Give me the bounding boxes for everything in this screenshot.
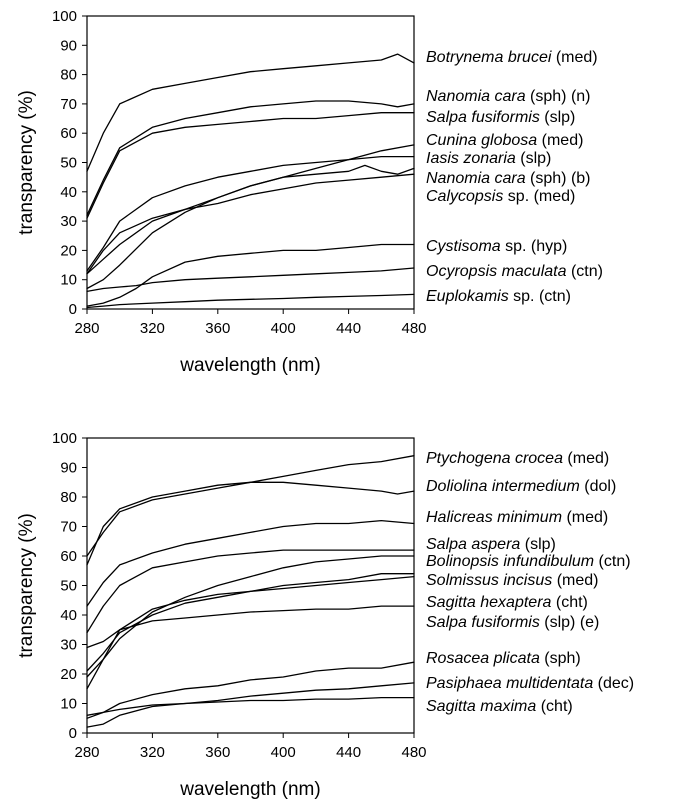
y-tick-label: 10: [60, 272, 77, 289]
y-tick-label: 90: [60, 460, 77, 477]
series-line: [86, 112, 415, 219]
x-tick-label: 360: [205, 320, 230, 337]
x-axis-label: wavelength (nm): [179, 779, 320, 800]
series-line: [86, 100, 415, 216]
series-label: Salpa fusiformis (slp): [426, 109, 575, 126]
series-label: Nanomia cara (sph) (n): [426, 88, 591, 105]
series-line: [86, 696, 415, 716]
series-label: Salpa aspera (slp): [426, 536, 556, 553]
series-label: Pasiphaea multidentata (dec): [426, 675, 634, 692]
y-tick-label: 80: [60, 489, 77, 506]
x-tick-label: 400: [271, 744, 296, 761]
series-label: Halicreas minimum (med): [426, 509, 608, 526]
y-tick-label: 40: [60, 607, 77, 624]
series-label: Bolinopsis infundibulum (ctn): [426, 553, 631, 570]
y-tick-label: 20: [60, 666, 77, 683]
y-tick-label: 20: [60, 242, 77, 259]
series-label: Calycopsis sp. (med): [426, 188, 575, 205]
series-label: Ocyropsis maculata (ctn): [426, 263, 603, 280]
y-tick-label: 40: [60, 184, 77, 201]
series-line: [86, 481, 415, 566]
y-tick-label: 90: [60, 37, 77, 54]
x-axis-label: wavelength (nm): [179, 355, 320, 376]
x-tick-label: 320: [140, 744, 165, 761]
x-tick-label: 280: [74, 744, 99, 761]
series-label: Ptychogena crocea (med): [426, 450, 609, 467]
y-tick-label: 80: [60, 67, 77, 84]
x-tick-label: 280: [74, 320, 99, 337]
plot-frame: [86, 15, 415, 310]
series-line: [86, 573, 415, 672]
series-label: Sagitta hexaptera (cht): [426, 594, 588, 611]
x-tick-label: 320: [140, 320, 165, 337]
y-axis-label: transparency (%): [16, 90, 37, 235]
x-tick-label: 360: [205, 744, 230, 761]
y-tick-label: 70: [60, 519, 77, 536]
series-line: [86, 243, 415, 307]
y-tick-label: 100: [52, 430, 77, 447]
x-tick-label: 400: [271, 320, 296, 337]
series-label: Rosacea plicata (sph): [426, 650, 581, 667]
series-line: [86, 455, 415, 557]
y-tick-label: 60: [60, 125, 77, 142]
x-tick-label: 440: [336, 320, 361, 337]
y-tick-label: 0: [69, 301, 77, 318]
series-label: Botrynema brucei (med): [426, 49, 598, 66]
series-line: [86, 267, 415, 293]
series-line: [86, 661, 415, 719]
series-label: Sagitta maxima (cht): [426, 698, 573, 715]
series-label: Doliolina intermedium (dol): [426, 478, 616, 495]
series-label: Nanomia cara (sph) (b): [426, 170, 591, 187]
y-tick-label: 70: [60, 96, 77, 113]
x-tick-label: 480: [401, 744, 426, 761]
series-label: Cystisoma sp. (hyp): [426, 238, 567, 255]
series-line: [86, 555, 415, 678]
series-line: [86, 519, 415, 607]
y-tick-label: 60: [60, 548, 77, 565]
series-label: Solmissus incisus (med): [426, 572, 599, 589]
series-line: [86, 575, 415, 690]
series-line: [86, 155, 415, 272]
series-label: Cunina globosa (med): [426, 132, 583, 149]
y-tick-label: 0: [69, 725, 77, 742]
x-tick-label: 440: [336, 744, 361, 761]
chart-bottom: 0 10 20 30 40 50 60 70 80 90 100 280 320 360 400 440 480…: [16, 430, 634, 800]
series-line: [86, 173, 415, 275]
series-line: [86, 605, 415, 649]
series-line: [86, 164, 415, 290]
series-label: Salpa fusiformis (slp) (e): [426, 614, 599, 631]
series-line: [86, 549, 415, 634]
series-label: Iasis zonaria (slp): [426, 150, 551, 167]
y-tick-label: 10: [60, 696, 77, 713]
series-line: [86, 53, 415, 172]
y-tick-label: 50: [60, 155, 77, 172]
series-label: Euplokamis sp. (ctn): [426, 288, 571, 305]
y-tick-label: 30: [60, 637, 77, 654]
y-tick-label: 100: [52, 8, 77, 25]
chart-top: 0 10 20 30 40 50 60 70 80 90 100 280 320 360 400 440 480…: [16, 8, 603, 376]
y-tick-label: 30: [60, 213, 77, 230]
x-tick-label: 480: [401, 320, 426, 337]
series-line: [86, 293, 415, 309]
y-axis-label: transparency (%): [16, 513, 37, 658]
series-line: [86, 682, 415, 728]
y-tick-label: 50: [60, 578, 77, 595]
